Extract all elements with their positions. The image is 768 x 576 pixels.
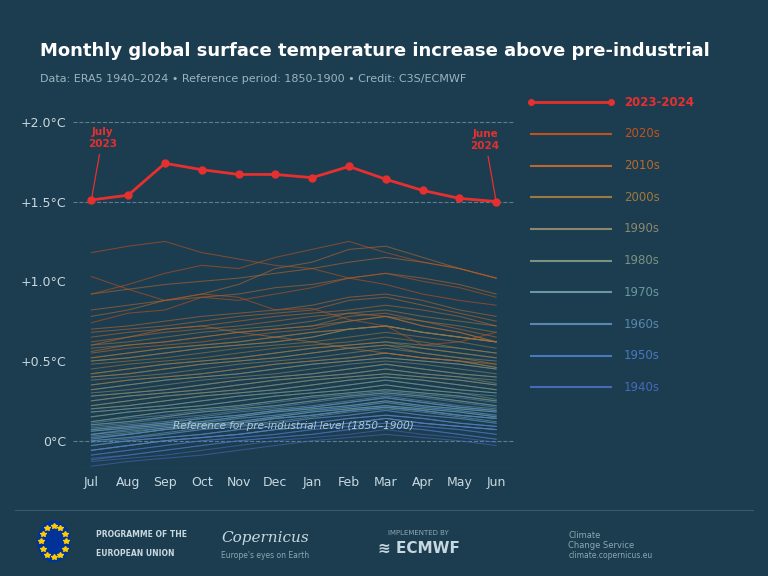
Text: 1940s: 1940s (624, 381, 660, 394)
Text: ≋ ECMWF: ≋ ECMWF (378, 541, 459, 556)
Text: Change Service: Change Service (568, 541, 634, 550)
Text: 2020s: 2020s (624, 127, 660, 141)
Text: 1950s: 1950s (624, 349, 660, 362)
Text: 1970s: 1970s (624, 286, 660, 299)
Text: PROGRAMME OF THE: PROGRAMME OF THE (96, 530, 187, 539)
Text: July
2023: July 2023 (88, 127, 117, 197)
Text: June
2024: June 2024 (471, 129, 500, 199)
Text: Copernicus: Copernicus (221, 531, 309, 545)
Text: EUROPEAN UNION: EUROPEAN UNION (96, 549, 174, 558)
Text: Data: ERA5 1940–2024 • Reference period: 1850-1900 • Credit: C3S/ECMWF: Data: ERA5 1940–2024 • Reference period:… (40, 74, 466, 84)
Circle shape (38, 521, 70, 562)
Text: Monthly global surface temperature increase above pre-industrial: Monthly global surface temperature incre… (40, 43, 710, 60)
Text: 1960s: 1960s (624, 317, 660, 331)
Text: 1990s: 1990s (624, 222, 660, 236)
Text: 2010s: 2010s (624, 159, 660, 172)
Text: IMPLEMENTED BY: IMPLEMENTED BY (388, 529, 449, 536)
Text: Climate: Climate (568, 532, 601, 540)
Text: 1980s: 1980s (624, 254, 660, 267)
Text: climate.copernicus.eu: climate.copernicus.eu (568, 551, 653, 560)
Text: 2000s: 2000s (624, 191, 660, 204)
Text: 2023-2024: 2023-2024 (624, 96, 694, 109)
Text: Europe's eyes on Earth: Europe's eyes on Earth (221, 551, 309, 560)
Text: Reference for pre-industrial level (1850–1900): Reference for pre-industrial level (1850… (174, 421, 414, 431)
